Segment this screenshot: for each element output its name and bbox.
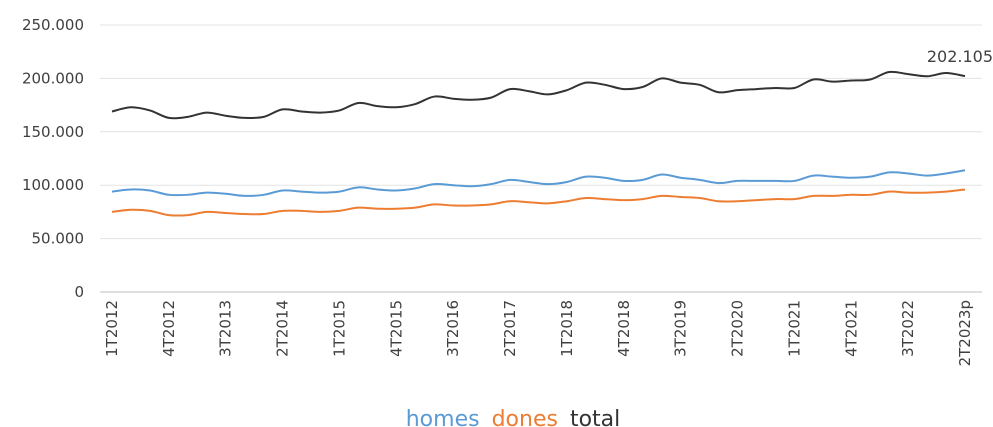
- x-tick-label: 2T2020: [729, 300, 747, 357]
- y-tick-label: 100.000: [22, 176, 84, 194]
- y-tick-label: 200.000: [22, 69, 84, 87]
- line-series: [111, 188, 966, 217]
- y-tick-label: 250.000: [22, 16, 84, 34]
- x-tick-label: 4T2021: [842, 300, 860, 357]
- x-tick-label: 3T2016: [444, 300, 462, 357]
- line-series: [111, 169, 966, 197]
- y-tick-label: 50.000: [32, 230, 85, 248]
- x-tick-label: 2T2017: [501, 300, 519, 357]
- x-tick-label: 3T2019: [672, 300, 690, 357]
- data-label: 202.105: [927, 47, 993, 66]
- x-tick-label: 2T2014: [274, 300, 292, 357]
- x-tick-label: 4T2018: [615, 300, 633, 357]
- x-tick-label: 4T2012: [160, 300, 178, 357]
- x-tick-label: 1T2015: [330, 300, 348, 357]
- x-tick-label: 2T2023p: [956, 300, 974, 366]
- x-tick-label: 4T2015: [387, 300, 405, 357]
- legend-entry: total: [570, 407, 620, 427]
- legend-entry: homes: [406, 407, 480, 427]
- y-tick-label: 0: [74, 283, 84, 301]
- legend: homes dones total: [406, 407, 621, 427]
- x-tick-label: 1T2018: [558, 300, 576, 357]
- x-tick-label: 1T2012: [103, 300, 121, 357]
- y-tick-label: 150.000: [22, 123, 84, 141]
- line-series: [111, 70, 966, 120]
- x-tick-label: 3T2022: [899, 300, 917, 357]
- legend-entry: dones: [492, 407, 558, 427]
- x-tick-label: 3T2013: [217, 300, 235, 357]
- x-tick-label: 1T2021: [785, 300, 803, 357]
